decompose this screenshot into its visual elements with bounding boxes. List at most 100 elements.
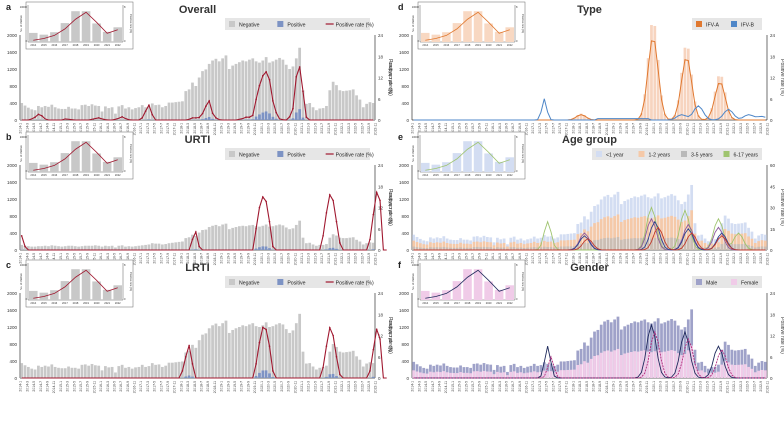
bar-female [526, 372, 529, 378]
inset-year-label: 2015 [41, 173, 47, 177]
legend-swatch [596, 151, 602, 157]
inset-bar [421, 32, 430, 42]
x-tick-label: 2019-5 [625, 123, 629, 134]
bar-negative [197, 77, 201, 120]
bar-female [629, 351, 633, 378]
x-tick-label: 2021-5 [313, 123, 317, 134]
x-tick-label: 2016-11 [133, 381, 137, 393]
bar-negative [251, 224, 255, 250]
legend-swatch [723, 151, 730, 157]
bar-positive [191, 376, 194, 378]
x-tick-label: 2018-7 [592, 123, 596, 134]
y2-tick-label: 0 [378, 248, 381, 253]
positive-rate-point [372, 348, 375, 351]
x-tick-label: 2020-11 [293, 123, 297, 135]
inset-year-label: 2019 [475, 301, 481, 305]
bar-negative [325, 244, 328, 250]
bar-age-1-2 [472, 241, 476, 250]
x-tick-label: 2022-1 [732, 381, 736, 392]
bar-age-3-5 [415, 247, 419, 250]
x-tick-label: 2021-7 [712, 253, 716, 264]
x-tick-label: 2014-3 [417, 381, 421, 392]
bar-positive [325, 249, 328, 250]
inset-bar [494, 31, 504, 42]
x-tick-label: 2022-11 [374, 123, 378, 135]
bar-negative [348, 90, 352, 120]
legend-label: Positive [287, 153, 305, 159]
bar-negative [117, 245, 121, 250]
x-tick-label: 2017-9 [558, 381, 562, 392]
bar-age-1-2 [465, 243, 469, 250]
y2-tick-label: 6 [770, 355, 773, 360]
bar-positive [261, 246, 265, 250]
inset-year-label: 2020 [486, 173, 492, 177]
bar-negative [23, 365, 27, 378]
x-tick-label: 2018-5 [585, 381, 589, 392]
bar-negative [63, 246, 67, 250]
bar-male [707, 368, 710, 378]
x-tick-label: 2019-9 [638, 253, 642, 264]
bar-negative [147, 106, 151, 120]
bar-male [536, 365, 539, 378]
bar-age-3-5 [539, 247, 543, 250]
y-tick-label: 0 [14, 376, 17, 381]
y2-tick-label: 6 [770, 97, 773, 102]
x-tick-label: 2018-7 [200, 123, 204, 134]
x-tick-label: 2017-5 [153, 253, 157, 264]
x-tick-label: 2015-11 [92, 381, 96, 393]
bar-negative [204, 229, 208, 250]
x-tick-label: 2022-1 [732, 253, 736, 264]
inset-year-label: 2021 [496, 301, 502, 305]
x-tick-label: 2017-7 [551, 123, 555, 134]
bar-negative [164, 365, 168, 378]
inset-year-label: 2017 [454, 173, 460, 177]
bar-negative [57, 108, 60, 120]
bar-negative [26, 107, 30, 120]
bar-negative [124, 246, 127, 250]
inset-bar [473, 269, 483, 300]
x-tick-label: 2020-7 [672, 253, 676, 264]
bar-female [683, 353, 687, 378]
bar-positive [187, 375, 191, 378]
bar-female [415, 371, 419, 378]
bar-negative [157, 243, 161, 250]
bar-female [670, 350, 673, 378]
bar-negative [217, 61, 221, 120]
bar-negative [60, 108, 64, 120]
bar-female [479, 371, 483, 378]
positive-rate-point [335, 355, 338, 358]
x-tick-label: 2018-5 [193, 253, 197, 264]
bar-negative [358, 241, 362, 250]
bar-negative [90, 363, 94, 378]
bar-negative [150, 363, 154, 378]
bar-age-3-5 [589, 241, 593, 250]
bar-age-3-5 [499, 247, 503, 250]
x-tick-label: 2018-11 [213, 253, 217, 265]
legend-label: Negative [239, 281, 260, 287]
x-tick-label: 2021-7 [320, 381, 324, 392]
bar-negative [70, 108, 74, 120]
bar-negative [281, 324, 285, 378]
bar-age-1-2 [475, 241, 479, 250]
y-tick-label: 800 [9, 342, 17, 347]
x-tick-label: 2016-9 [518, 123, 522, 134]
legend-box [592, 148, 762, 160]
bar-positive [201, 119, 204, 120]
x-tick-label: 2017-9 [166, 381, 170, 392]
x-tick-label: 2017-5 [545, 253, 549, 264]
bar-age-1-2 [439, 242, 442, 250]
bar-ifva [680, 72, 683, 120]
bar-negative [114, 372, 117, 378]
bar-negative [338, 351, 342, 378]
bar-negative [298, 220, 302, 250]
inset-year-label: 2018 [465, 301, 471, 305]
bar-negative [331, 234, 335, 250]
legend-label: IFV-B [741, 23, 755, 29]
bar-ifva [650, 25, 653, 121]
x-tick-label: 2019-3 [618, 381, 622, 392]
x-tick-label: 2020-11 [685, 123, 689, 135]
bar-female [727, 362, 730, 378]
y-tick-label: 0 [14, 248, 17, 253]
